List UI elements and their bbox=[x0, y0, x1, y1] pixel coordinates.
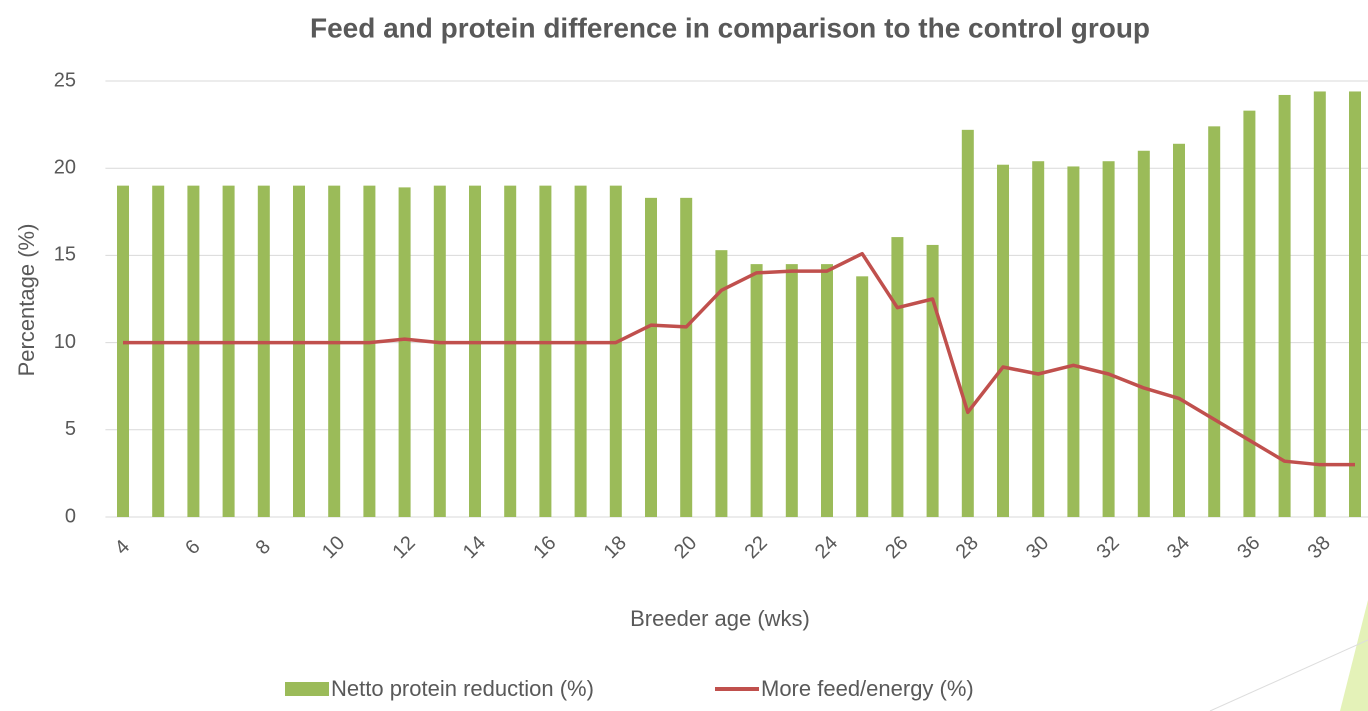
bar bbox=[750, 264, 763, 517]
decoration bbox=[1340, 600, 1368, 711]
bar bbox=[1313, 91, 1326, 518]
chart-title: Feed and protein difference in compariso… bbox=[310, 12, 1150, 43]
bar bbox=[997, 164, 1009, 517]
bar bbox=[187, 185, 200, 517]
bar bbox=[1067, 166, 1080, 517]
bar bbox=[1208, 126, 1221, 518]
y-tick-label: 5 bbox=[65, 418, 76, 440]
bar bbox=[1243, 110, 1256, 517]
x-tick-label: 22 bbox=[740, 532, 771, 563]
x-tick-label: 38 bbox=[1304, 532, 1335, 563]
bar bbox=[469, 185, 481, 517]
bar bbox=[328, 185, 341, 517]
legend-label: More feed/energy (%) bbox=[761, 676, 974, 701]
bar bbox=[222, 185, 235, 517]
bar bbox=[504, 185, 517, 517]
x-axis-title: Breeder age (wks) bbox=[630, 606, 810, 631]
bar bbox=[152, 185, 165, 517]
x-tick-label: 18 bbox=[600, 532, 631, 563]
bar bbox=[961, 129, 974, 517]
bar bbox=[715, 250, 728, 517]
decoration bbox=[1209, 639, 1368, 711]
bar bbox=[856, 276, 869, 517]
x-tick-label: 14 bbox=[459, 532, 490, 563]
legend-label: Netto protein reduction (%) bbox=[331, 676, 594, 701]
y-tick-label: 10 bbox=[54, 331, 76, 353]
x-tick-label: 26 bbox=[881, 532, 912, 563]
bar bbox=[609, 185, 622, 517]
legend-swatch bbox=[285, 682, 329, 696]
x-tick-label: 8 bbox=[252, 536, 275, 559]
x-tick-label: 32 bbox=[1092, 532, 1123, 563]
bar bbox=[257, 185, 270, 517]
bar bbox=[1173, 143, 1185, 517]
bar bbox=[433, 185, 446, 517]
bar bbox=[821, 264, 833, 517]
bar bbox=[926, 244, 939, 517]
bar bbox=[539, 185, 552, 517]
x-tick-label: 30 bbox=[1022, 532, 1053, 563]
y-tick-label: 25 bbox=[54, 69, 76, 91]
line bbox=[123, 251, 1355, 467]
bar bbox=[891, 237, 904, 517]
x-tick-label: 6 bbox=[181, 536, 204, 559]
x-tick-label: 24 bbox=[811, 532, 842, 563]
x-tick-label: 10 bbox=[318, 532, 349, 563]
bar bbox=[363, 185, 376, 517]
x-tick-label: 4 bbox=[111, 536, 134, 559]
x-tick-label: 12 bbox=[388, 532, 419, 563]
bar bbox=[117, 185, 129, 517]
bar bbox=[1278, 94, 1291, 518]
bar bbox=[680, 197, 693, 517]
x-tick-label: 36 bbox=[1233, 532, 1264, 563]
bar bbox=[1102, 161, 1115, 517]
bar bbox=[574, 185, 587, 517]
x-tick-label: 28 bbox=[952, 532, 983, 563]
x-tick-label: 16 bbox=[529, 532, 560, 563]
bar bbox=[398, 187, 411, 517]
bar bbox=[785, 264, 798, 517]
y-tick-label: 20 bbox=[54, 156, 76, 178]
x-tick-label: 34 bbox=[1163, 532, 1194, 563]
bar bbox=[1137, 150, 1150, 517]
y-tick-label: 15 bbox=[54, 244, 76, 266]
bar bbox=[645, 197, 657, 517]
x-tick-label: 20 bbox=[670, 532, 701, 563]
bar bbox=[1349, 91, 1361, 518]
bar bbox=[293, 185, 305, 517]
bar bbox=[1032, 161, 1045, 517]
y-tick-label: 0 bbox=[65, 505, 76, 527]
y-axis-title: Percentage (%) bbox=[14, 224, 39, 377]
